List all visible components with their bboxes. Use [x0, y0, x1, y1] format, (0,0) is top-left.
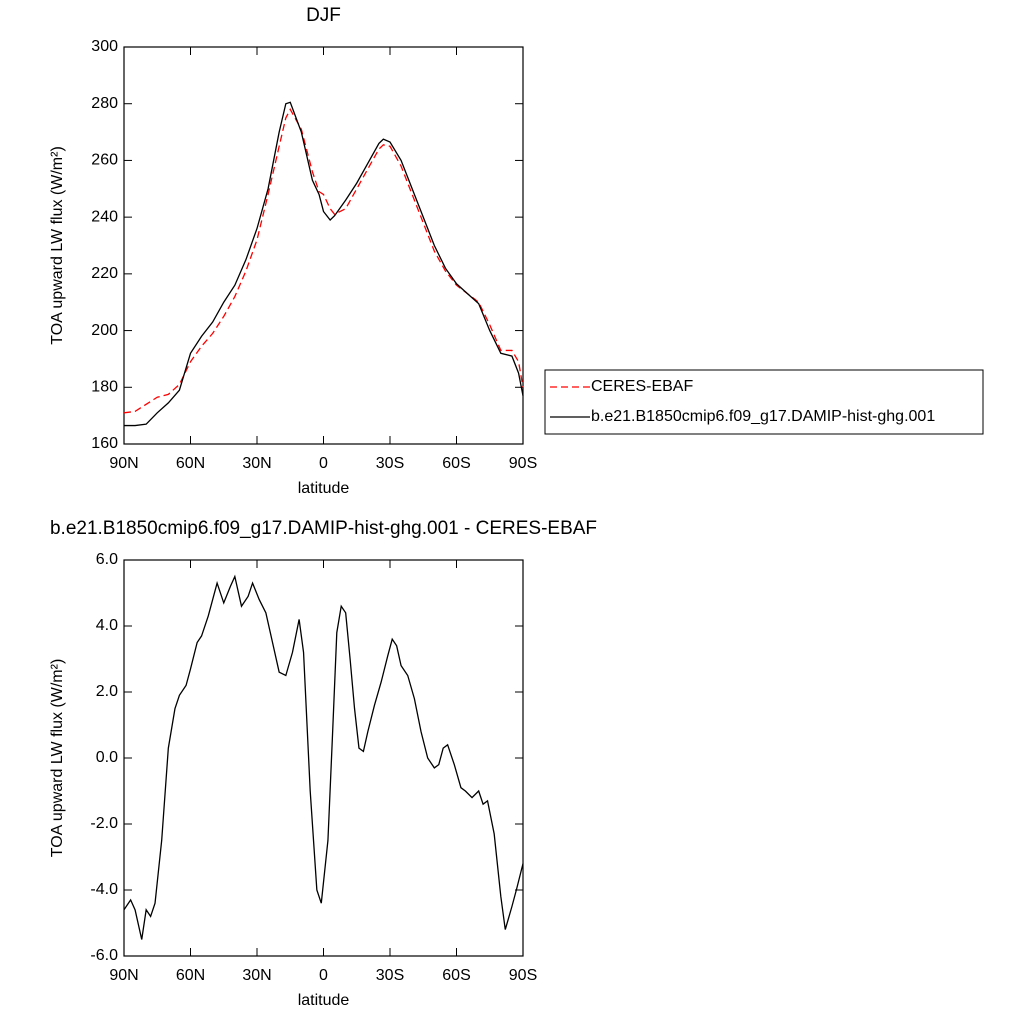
y-tick-label: -4.0 — [90, 881, 118, 898]
x-tick-label: 90S — [509, 455, 537, 472]
y-tick-label: -2.0 — [90, 815, 118, 832]
x-tick-label: 0 — [319, 967, 328, 984]
plot-frame — [123, 46, 524, 445]
y-tick-label: 0.0 — [96, 749, 118, 766]
legend-box — [544, 369, 984, 435]
y-tick-label: 2.0 — [96, 683, 118, 700]
x-tick-label: 30N — [242, 967, 271, 984]
y-tick-label: 260 — [91, 152, 118, 169]
data-line — [123, 574, 524, 940]
x-tick-label: 60S — [442, 967, 470, 984]
x-tick-label: 90N — [109, 455, 138, 472]
legend-label: CERES-EBAF — [591, 378, 693, 395]
y-tick-label: 200 — [91, 322, 118, 339]
chart-title: DJF — [306, 5, 341, 26]
y-tick-label: 4.0 — [96, 617, 118, 634]
y-tick-label: 6.0 — [96, 551, 118, 568]
x-axis-label: latitude — [298, 992, 350, 1009]
x-tick-label: 60S — [442, 455, 470, 472]
chart-title: b.e21.B1850cmip6.f09_g17.DAMIP-hist-ghg.… — [50, 518, 597, 539]
data-line — [123, 108, 524, 414]
legend-label: b.e21.B1850cmip6.f09_g17.DAMIP-hist-ghg.… — [591, 408, 935, 425]
plot-frame — [123, 559, 524, 957]
x-tick-label: 0 — [319, 455, 328, 472]
y-tick-label: -6.0 — [90, 947, 118, 964]
x-tick-label: 30S — [376, 967, 404, 984]
y-axis-label: TOA upward LW flux (W/m²) — [49, 659, 66, 858]
y-axis-label: TOA upward LW flux (W/m²) — [49, 146, 66, 345]
y-tick-label: 180 — [91, 379, 118, 396]
y-tick-label: 160 — [91, 435, 118, 452]
x-tick-label: 30S — [376, 455, 404, 472]
legend: CERES-EBAF b.e21.B1850cmip6.f09_g17.DAMIP… — [544, 369, 984, 435]
x-tick-label: 90N — [109, 967, 138, 984]
y-tick-label: 220 — [91, 265, 118, 282]
y-tick-label: 240 — [91, 208, 118, 225]
x-tick-label: 60N — [176, 967, 205, 984]
x-tick-label: 60N — [176, 455, 205, 472]
data-line — [124, 101, 524, 427]
x-tick-label: 30N — [242, 455, 271, 472]
x-axis-label: latitude — [298, 480, 350, 497]
x-tick-label: 90S — [509, 967, 537, 984]
y-tick-label: 280 — [91, 95, 118, 112]
y-tick-label: 300 — [91, 38, 118, 55]
